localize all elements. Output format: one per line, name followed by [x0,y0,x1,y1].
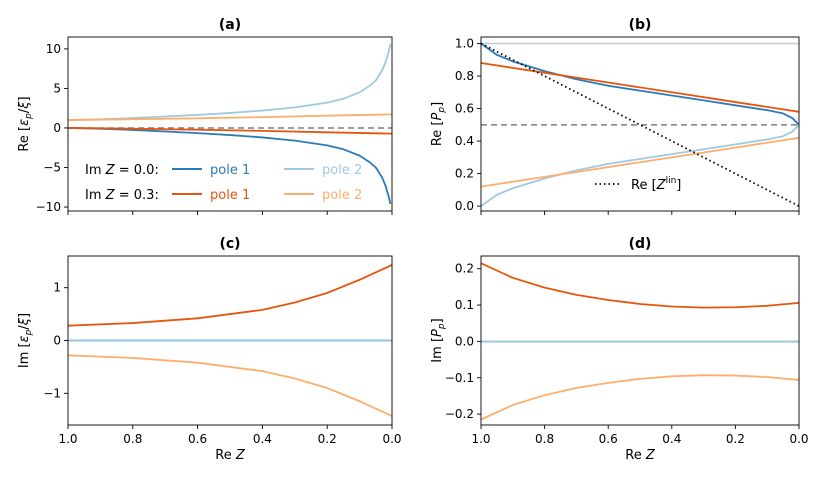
x-tick-label: 0.0 [382,432,401,446]
x-tick-label: 0.4 [662,432,681,446]
y-tick-label: 0.2 [455,167,474,181]
x-tick-label: 0.2 [726,432,745,446]
series-line-pole-1-imz-03 [481,262,799,309]
y-tick-label: −5 [43,161,61,175]
y-tick-label: 5 [53,81,61,95]
panel-a: −10 −5 0 5 10 (a) Re [εp/ξ] [17,17,393,215]
panel-title: (a) [219,17,241,33]
x-tick-label: 0.0 [789,432,808,446]
y-tick-label: 0.6 [455,102,474,116]
y-tick-label: 0.4 [455,134,474,148]
x-tick-label: 1.0 [58,432,77,446]
y-tick-label: −0.1 [445,371,474,385]
y-tick-label: 0.0 [455,334,474,348]
legend-entry-label: pole 2 [322,188,362,203]
panel-title: (d) [629,236,652,252]
axes-frame [480,255,800,426]
y-tick-label: 0.8 [455,69,474,83]
x-axis-label: Re Z [625,448,656,463]
series-line-pole-2-imz-03 [68,113,392,121]
series-line-pole-1-imz-03 [68,264,392,327]
series-line-pole-2-imz-03 [68,354,392,417]
y-tick-label: 0.0 [455,199,474,213]
y-tick-label: 0 [53,334,61,348]
axes-frame [67,36,393,212]
plot-area [481,42,799,207]
series-line-pole-1-imz-0 [481,42,799,126]
x-tick-label: 0.4 [253,432,272,446]
legend-entry-label: pole 1 [210,163,250,178]
series-line-pole-1-imz-0 [68,127,392,205]
y-axis-label: Im [Pp] [430,318,447,362]
x-tick-label: 0.6 [599,432,618,446]
x-tick-label: 0.6 [188,432,207,446]
series-line-pole-1-imz-03 [481,62,799,113]
y-tick-label: 0.1 [455,298,474,312]
y-axis-label: Re [Pp] [430,102,447,146]
plot-area [68,43,392,205]
y-tick-label: 0 [53,121,61,135]
y-tick-label: 1 [53,281,61,295]
x-tick-label: 0.2 [318,432,337,446]
panel-title: (c) [219,236,240,252]
panel-b: 0.0 0.2 0.4 0.6 0.8 1.0 (b) Re [Pp] [430,17,800,215]
legend-entry-label: pole 2 [322,163,362,178]
y-tick-label: 1.0 [455,37,474,51]
legend-zlin: Re [Zlin] [595,176,681,193]
legend: Im Z = 0.0: pole 1 pole 2 Im Z = 0.3: pole 1… [85,163,362,203]
x-tick-label: 1.0 [471,432,490,446]
y-tick-label: −10 [36,200,61,214]
legend-entry-zlin: Re [Zlin] [631,176,681,193]
y-tick-label: 0.2 [455,262,474,276]
plot-area [68,264,392,417]
x-tick-label: 0.8 [123,432,142,446]
x-axis-label: Re Z [215,448,246,463]
panel-title: (b) [629,17,652,33]
legend-entry-label: pole 1 [210,188,250,203]
y-axis-label: Im [εp/ξ] [17,313,34,368]
x-tick-label: 0.8 [535,432,554,446]
y-tick-label: −1 [43,386,61,400]
plot-area [481,262,799,421]
panel-c: −1 0 1 1.0 0.8 0.6 0.4 0.2 0.0 (c) Im [εp/ξ] Re Z [17,236,402,463]
y-axis-label: Re [εp/ξ] [17,96,34,151]
legend-row-label: Im Z = 0.3: [85,188,159,203]
series-line-pole-2-imz-03 [481,136,799,188]
series-line-pole-1-imz-03 [68,127,392,135]
series-line-pole-2-imz-03 [481,374,799,421]
y-tick-label: 10 [46,42,61,56]
y-tick-label: −0.2 [445,407,474,421]
axes-frame [480,36,800,212]
series-line-pole-2-imz-0 [481,124,799,207]
panel-d: −0.2 −0.1 0.0 0.1 0.2 1.0 0.8 0.6 0.4 0.2 0.0 (d) Im… [430,236,809,463]
series-line-pole-2-imz-0 [68,43,392,121]
legend-row-label: Im Z = 0.0: [85,163,159,178]
series-line-zlin [481,42,799,207]
